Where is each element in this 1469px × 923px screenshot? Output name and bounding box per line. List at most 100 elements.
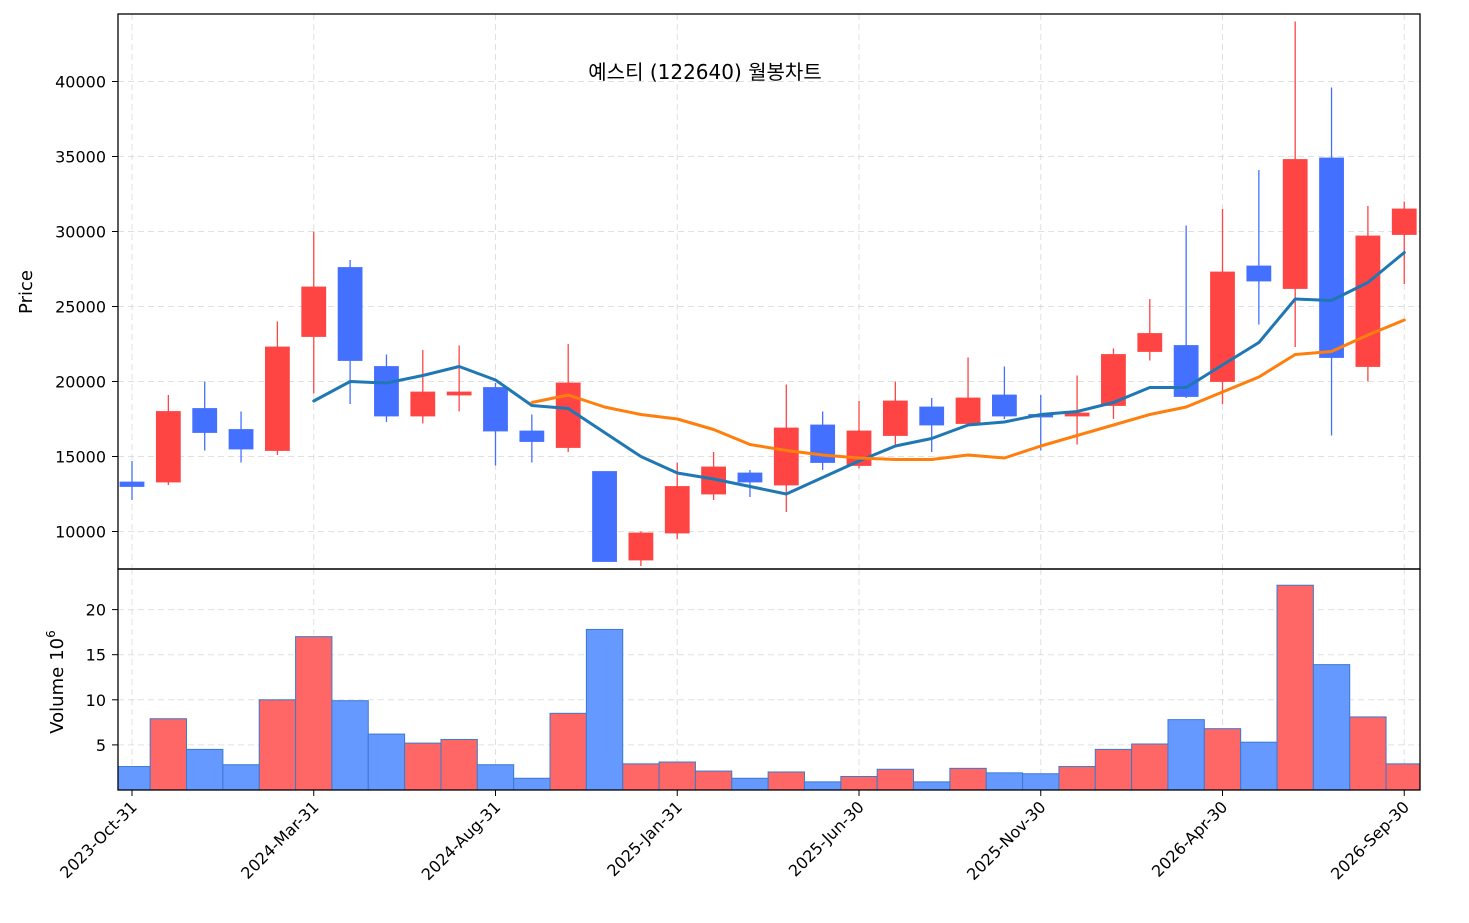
candle-body [374,366,399,417]
candle-body [1101,354,1126,406]
x-tick-label: 2026-Apr-30 [1148,797,1231,880]
volume-tick-label: 15 [86,646,106,665]
x-tick-label: 2024-Mar-31 [237,797,322,882]
candle-body [882,400,908,436]
volume-bar [913,781,951,791]
price-tick-label: 40000 [55,73,106,92]
candle-body [773,427,799,486]
volume-bar [1131,743,1169,791]
volume-bar [222,764,260,791]
price-tick-label: 10000 [55,523,106,542]
x-tick-label: 2025-Jan-31 [603,797,686,880]
volume-bar [117,766,151,791]
volume-bar [476,764,515,791]
volume-bar [440,738,478,791]
candle-body [1137,333,1163,352]
price-tick-label: 35000 [55,148,106,167]
volume-bar [1167,719,1205,791]
candle-body [1282,159,1308,289]
moving-average-line [312,251,1406,496]
volume-bar [767,771,805,791]
price-tick-label: 25000 [55,298,106,317]
volume-bar [258,699,297,791]
volume-bar [1203,728,1242,791]
price-tick-label: 15000 [55,448,106,467]
candle-body [592,471,617,562]
volume-label-base: 10 [47,638,68,661]
candle-body [737,472,763,483]
candle-body [628,532,654,561]
volume-bar [1276,584,1314,791]
volume-bar [1385,763,1421,791]
volume-bar [149,718,188,791]
volume-bar [1058,766,1096,791]
volume-bar [949,767,987,791]
candle-body [1355,235,1381,367]
x-ticks: 2023-Oct-31 2024-Mar-31 2024-Aug-31 2025-Ja… [56,790,1413,884]
volume-ticks: 5 10 15 20 [86,601,118,755]
candle-body [519,430,545,442]
price-panel: 10000 15000 20000 25000 30000 35000 40000 예스티 … [16,13,1421,570]
volume-bar [513,777,551,791]
volume-bar [1094,748,1133,791]
y-axis-label: Price [16,270,37,314]
candle-body [1246,265,1272,282]
volume-bar [367,733,406,791]
volume-bar [585,628,624,791]
candle-body [1319,157,1344,358]
price-series [119,21,1417,566]
volume-bar [1240,741,1278,791]
volume-bar [876,768,915,791]
candle-body [192,408,218,433]
price-ticks: 10000 15000 20000 25000 30000 35000 40000 [55,73,118,542]
candle-body [919,406,945,426]
candle-body [664,486,690,534]
candle-body [119,481,145,487]
volume-bar [404,742,442,791]
volume-bars [117,584,1421,791]
volume-tick-label: 5 [96,736,106,755]
x-tick-label: 2025-Jun-30 [785,797,868,880]
price-tick-label: 30000 [55,223,106,242]
volume-bar [694,770,733,791]
chart-title: 예스티 (122640) 월봉차트 [588,60,821,84]
volume-tick-label: 10 [86,691,106,710]
volume-bar [186,748,224,791]
candle-body [1391,208,1417,235]
volume-label-text: Volume [47,667,68,734]
candle-body [483,387,508,432]
volume-bar [1022,773,1060,791]
x-tick-label: 2026-Sep-30 [1327,797,1413,883]
x-tick-label: 2025-Nov-30 [963,797,1050,884]
candle-body [228,429,254,450]
moving-average-line [530,318,1406,461]
candle-body [155,411,181,483]
candle-body [264,346,290,451]
candle-body [446,391,472,396]
x-tick-label: 2023-Oct-31 [56,797,141,882]
volume-tick-label: 20 [86,601,106,620]
volume-bar [731,777,769,791]
volume-bar [549,712,587,791]
volume-bar [985,772,1024,791]
volume-bar [1312,664,1351,791]
candle-body [301,286,327,337]
volume-bar [840,775,878,791]
volume-bar [622,763,660,791]
volume-axis-label: Volume 106 [44,630,68,734]
x-tick-label: 2024-Aug-31 [418,797,505,884]
volume-frame [117,568,1421,791]
volume-bar [803,781,842,791]
volume-bar [658,761,696,791]
volume-bar [1349,716,1387,791]
volume-bar [331,700,369,791]
candle-body [955,397,981,424]
candle-body [337,267,363,361]
candle-body [992,394,1017,417]
price-tick-label: 20000 [55,373,106,392]
volume-bar [295,636,333,791]
candle-body [410,391,436,417]
volume-label-exponent: 6 [44,630,58,638]
